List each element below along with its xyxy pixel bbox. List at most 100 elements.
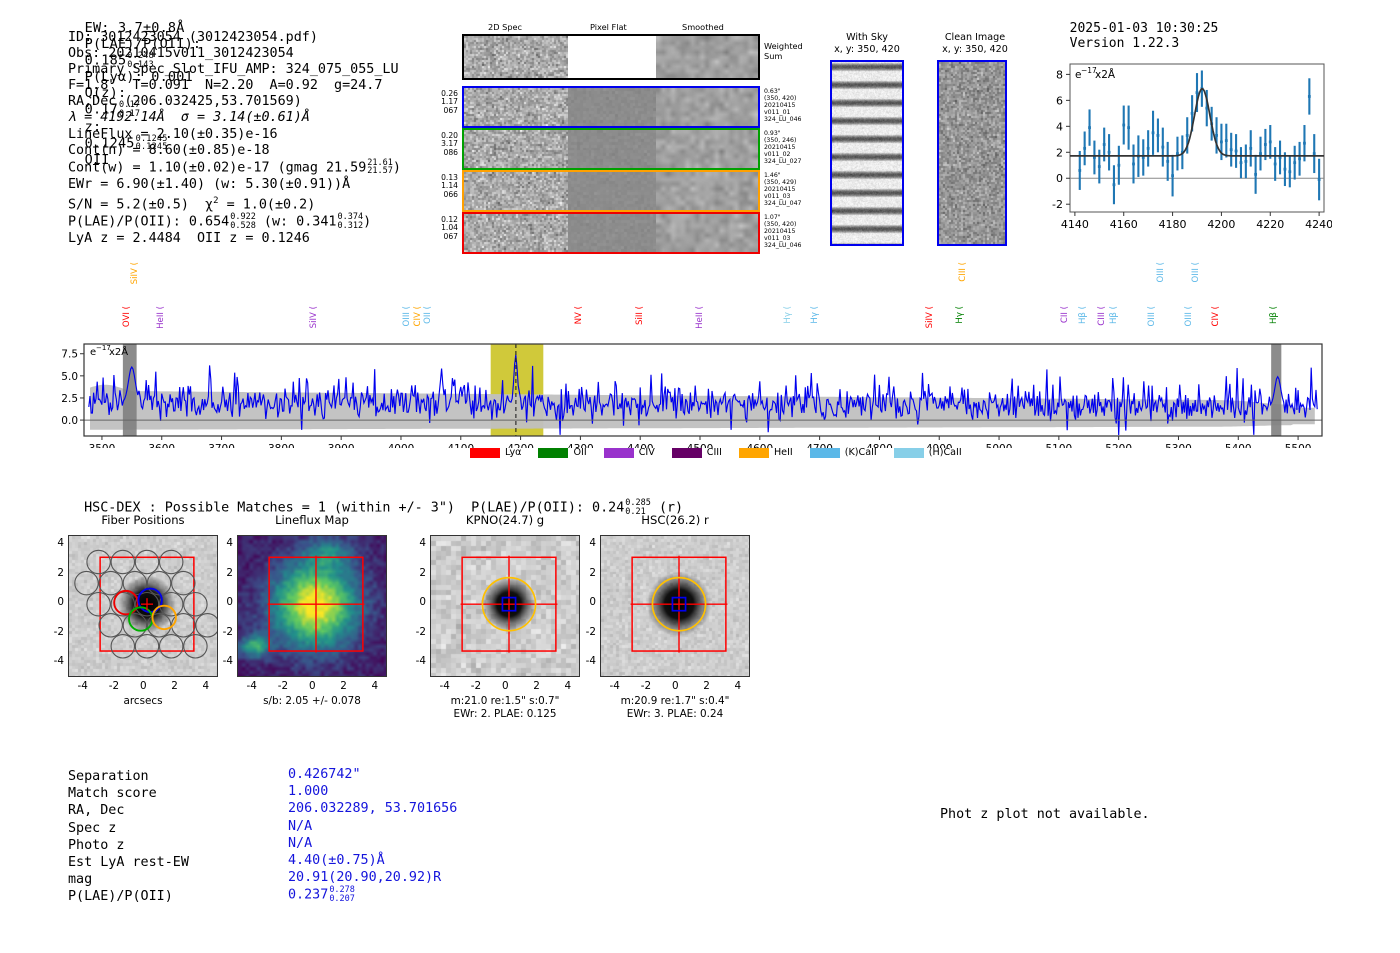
cutout-xtick: 0 (672, 680, 679, 692)
emission-line-label: Hβ ( (1269, 306, 1280, 325)
svg-text:2: 2 (1056, 146, 1063, 159)
header-plae-label: P(LAE)/P(OII): (84, 36, 202, 52)
svg-text:4240: 4240 (1305, 218, 1332, 231)
emission-line-label: OVI ( (122, 306, 133, 328)
cutout-overlay (460, 555, 558, 653)
info-contw-post: ) (392, 160, 401, 176)
match-table-value: 0.2370.278 0.207 (288, 885, 355, 905)
legend-label: CIII (706, 447, 722, 458)
info-id: ID: 3012423054 (3012423054.pdf) (68, 30, 318, 45)
spec2d-row-stats: 0.26 1.17 067 (441, 89, 458, 115)
info-sn-chi2: S/N = 5.2(±0.5) χ2 = 1.0(±0.2) (68, 193, 401, 214)
svg-text:4140: 4140 (1061, 218, 1089, 231)
panel-title-2dspec: 2D Spec (488, 22, 523, 32)
cutout-title: KPNO(24.7) g (465, 513, 545, 527)
info-obs: Obs: 20210415v011_3012423054 (68, 46, 294, 62)
info-contw-lo: 21.57 (367, 166, 393, 177)
legend-swatch (470, 447, 500, 458)
emission-line-label: OIII ( (401, 306, 412, 327)
match-table-value: 1.000 (288, 784, 329, 800)
svg-text:e: e (90, 347, 96, 358)
legend-label: (K)CaII (844, 447, 877, 458)
match-table-value: N/A (288, 818, 313, 834)
header-z-hi: 0.1245 (135, 133, 168, 144)
cell-smoothed (656, 36, 758, 78)
spec2d-strip (462, 128, 760, 170)
panel-title-smoothed: Smoothed (682, 22, 724, 32)
header-qz-hi: 0.17 (118, 100, 141, 111)
cutout-xtick: -2 (277, 680, 289, 692)
cutout-xtick: 2 (171, 680, 178, 692)
info-plae-post: ) (363, 214, 372, 230)
info-seeing: F=1.8" T=0.091 N=2.20 A=0.92 g=24.7 (68, 78, 383, 94)
svg-text:0.0: 0.0 (61, 415, 78, 427)
legend-item: (K)CaII (809, 447, 877, 458)
match-table-key: P(LAE)/P(OII) (68, 889, 173, 905)
svg-text:−17: −17 (96, 344, 111, 352)
info-redshifts: LyA z = 2.4484 OII z = 0.1246 (68, 230, 310, 246)
emission-line-label: OII ( (423, 306, 434, 324)
two-d-spectrum-panel: 2D Spec Pixel Flat Smoothed Weighted Sum 0… (441, 22, 803, 254)
svg-text:3600: 3600 (148, 443, 175, 448)
svg-text:3700: 3700 (208, 443, 235, 448)
spec2d-row-meta: 0.63" (350, 420) 20210415 v011_01 324_LU_046 (764, 88, 802, 124)
cutout-caption: s/b: 2.05 +/- 0.078 (263, 695, 361, 707)
legend-swatch (809, 447, 840, 458)
emission-line-label: CII ( (1059, 306, 1070, 324)
info-ewr: EWr = 6.90(±1.40) (w: 5.30(±0.91))Å (68, 176, 351, 192)
match-table-value: 4.40(±0.75)Å (288, 853, 385, 869)
full-spectrum-plot: 3500360037003800390040004100420043004400… (60, 262, 1340, 468)
cutout-xtick: 0 (309, 680, 316, 692)
cell-pixelflat (568, 172, 656, 210)
svg-text:5300: 5300 (1165, 443, 1192, 448)
emission-line-label: OIII ( (1184, 306, 1195, 327)
panel-title-pixelflat: Pixel Flat (590, 22, 627, 32)
cutout-ytick: 4 (419, 536, 426, 549)
info-continuum-wide: Cont(w) = 1.10(±0.02)e-17 (gmag 21.5921.… (68, 158, 401, 177)
cutout-ytick: 0 (589, 596, 596, 609)
spec2d-strip (462, 212, 760, 254)
cell-2dspec (464, 36, 568, 78)
match-table-values: 0.426742" 1.000 206.032289, 53.701656 N/A N/… (288, 766, 457, 904)
info-chi2-val: = 1.0(±0.2) (218, 197, 316, 213)
cutout-xtick: -4 (439, 680, 450, 692)
cell-smoothed (656, 130, 758, 168)
cutout-title: Fiber Positions (101, 513, 185, 527)
emission-line-label: NV ( (573, 306, 584, 325)
hscdex-plae-hi: 0.285 (625, 498, 651, 508)
cutout-caption: m:20.9 re:1.7" s:0.4" (620, 695, 730, 707)
with-sky-title: With Sky (846, 32, 888, 43)
match-table-key: Match score (68, 786, 157, 802)
header-qz-label: Q(z): (84, 85, 127, 102)
cutout-overlay (267, 555, 365, 653)
cutout-ytick: 2 (589, 566, 596, 579)
legend-label: OII (573, 447, 587, 458)
cutout-ytick: -2 (222, 625, 233, 638)
header-z-type: OII (84, 151, 110, 168)
cell-pixelflat (568, 130, 656, 168)
cutout-caption-secondary: EWr: 3. PLAE: 0.24 (626, 708, 724, 720)
emission-line-legend: Lyα OII CIV CIII HeII (K)CaII (H)CaII (470, 447, 972, 458)
cutout-ytick: 2 (226, 566, 233, 579)
cutout-image (430, 535, 580, 677)
header-ew: EW: 3.7±0.8Å (84, 20, 185, 36)
legend-label: Lyα (505, 447, 522, 458)
legend-label: HeII (773, 447, 793, 458)
spec2d-row-stats: 0.20 3.17 086 (441, 131, 458, 157)
cell-smoothed (656, 214, 758, 252)
spec2d-strip (462, 86, 760, 128)
cutout-ytick: -2 (415, 625, 426, 638)
cutout-image (237, 535, 387, 677)
svg-text:-2: -2 (1052, 198, 1063, 211)
cutout-ytick: 0 (57, 596, 64, 609)
info-contw-text: Cont(w) = 1.10(±0.02)e-17 (gmag 21.59 (68, 160, 367, 176)
cutout-caption-secondary: EWr: 2. PLAE: 0.125 (453, 708, 557, 720)
cutout-xtick: -4 (77, 680, 88, 692)
spec2d-row-stats: 0.13 1.14 066 (441, 173, 458, 199)
svg-text:8: 8 (1056, 68, 1063, 81)
svg-text:0: 0 (1056, 172, 1063, 185)
match-table-key: Separation (68, 769, 149, 784)
legend-swatch (671, 447, 702, 458)
info-plae-whi: 0.374 (337, 212, 364, 223)
hscdex-plae-lo: 0.21 (625, 506, 646, 517)
